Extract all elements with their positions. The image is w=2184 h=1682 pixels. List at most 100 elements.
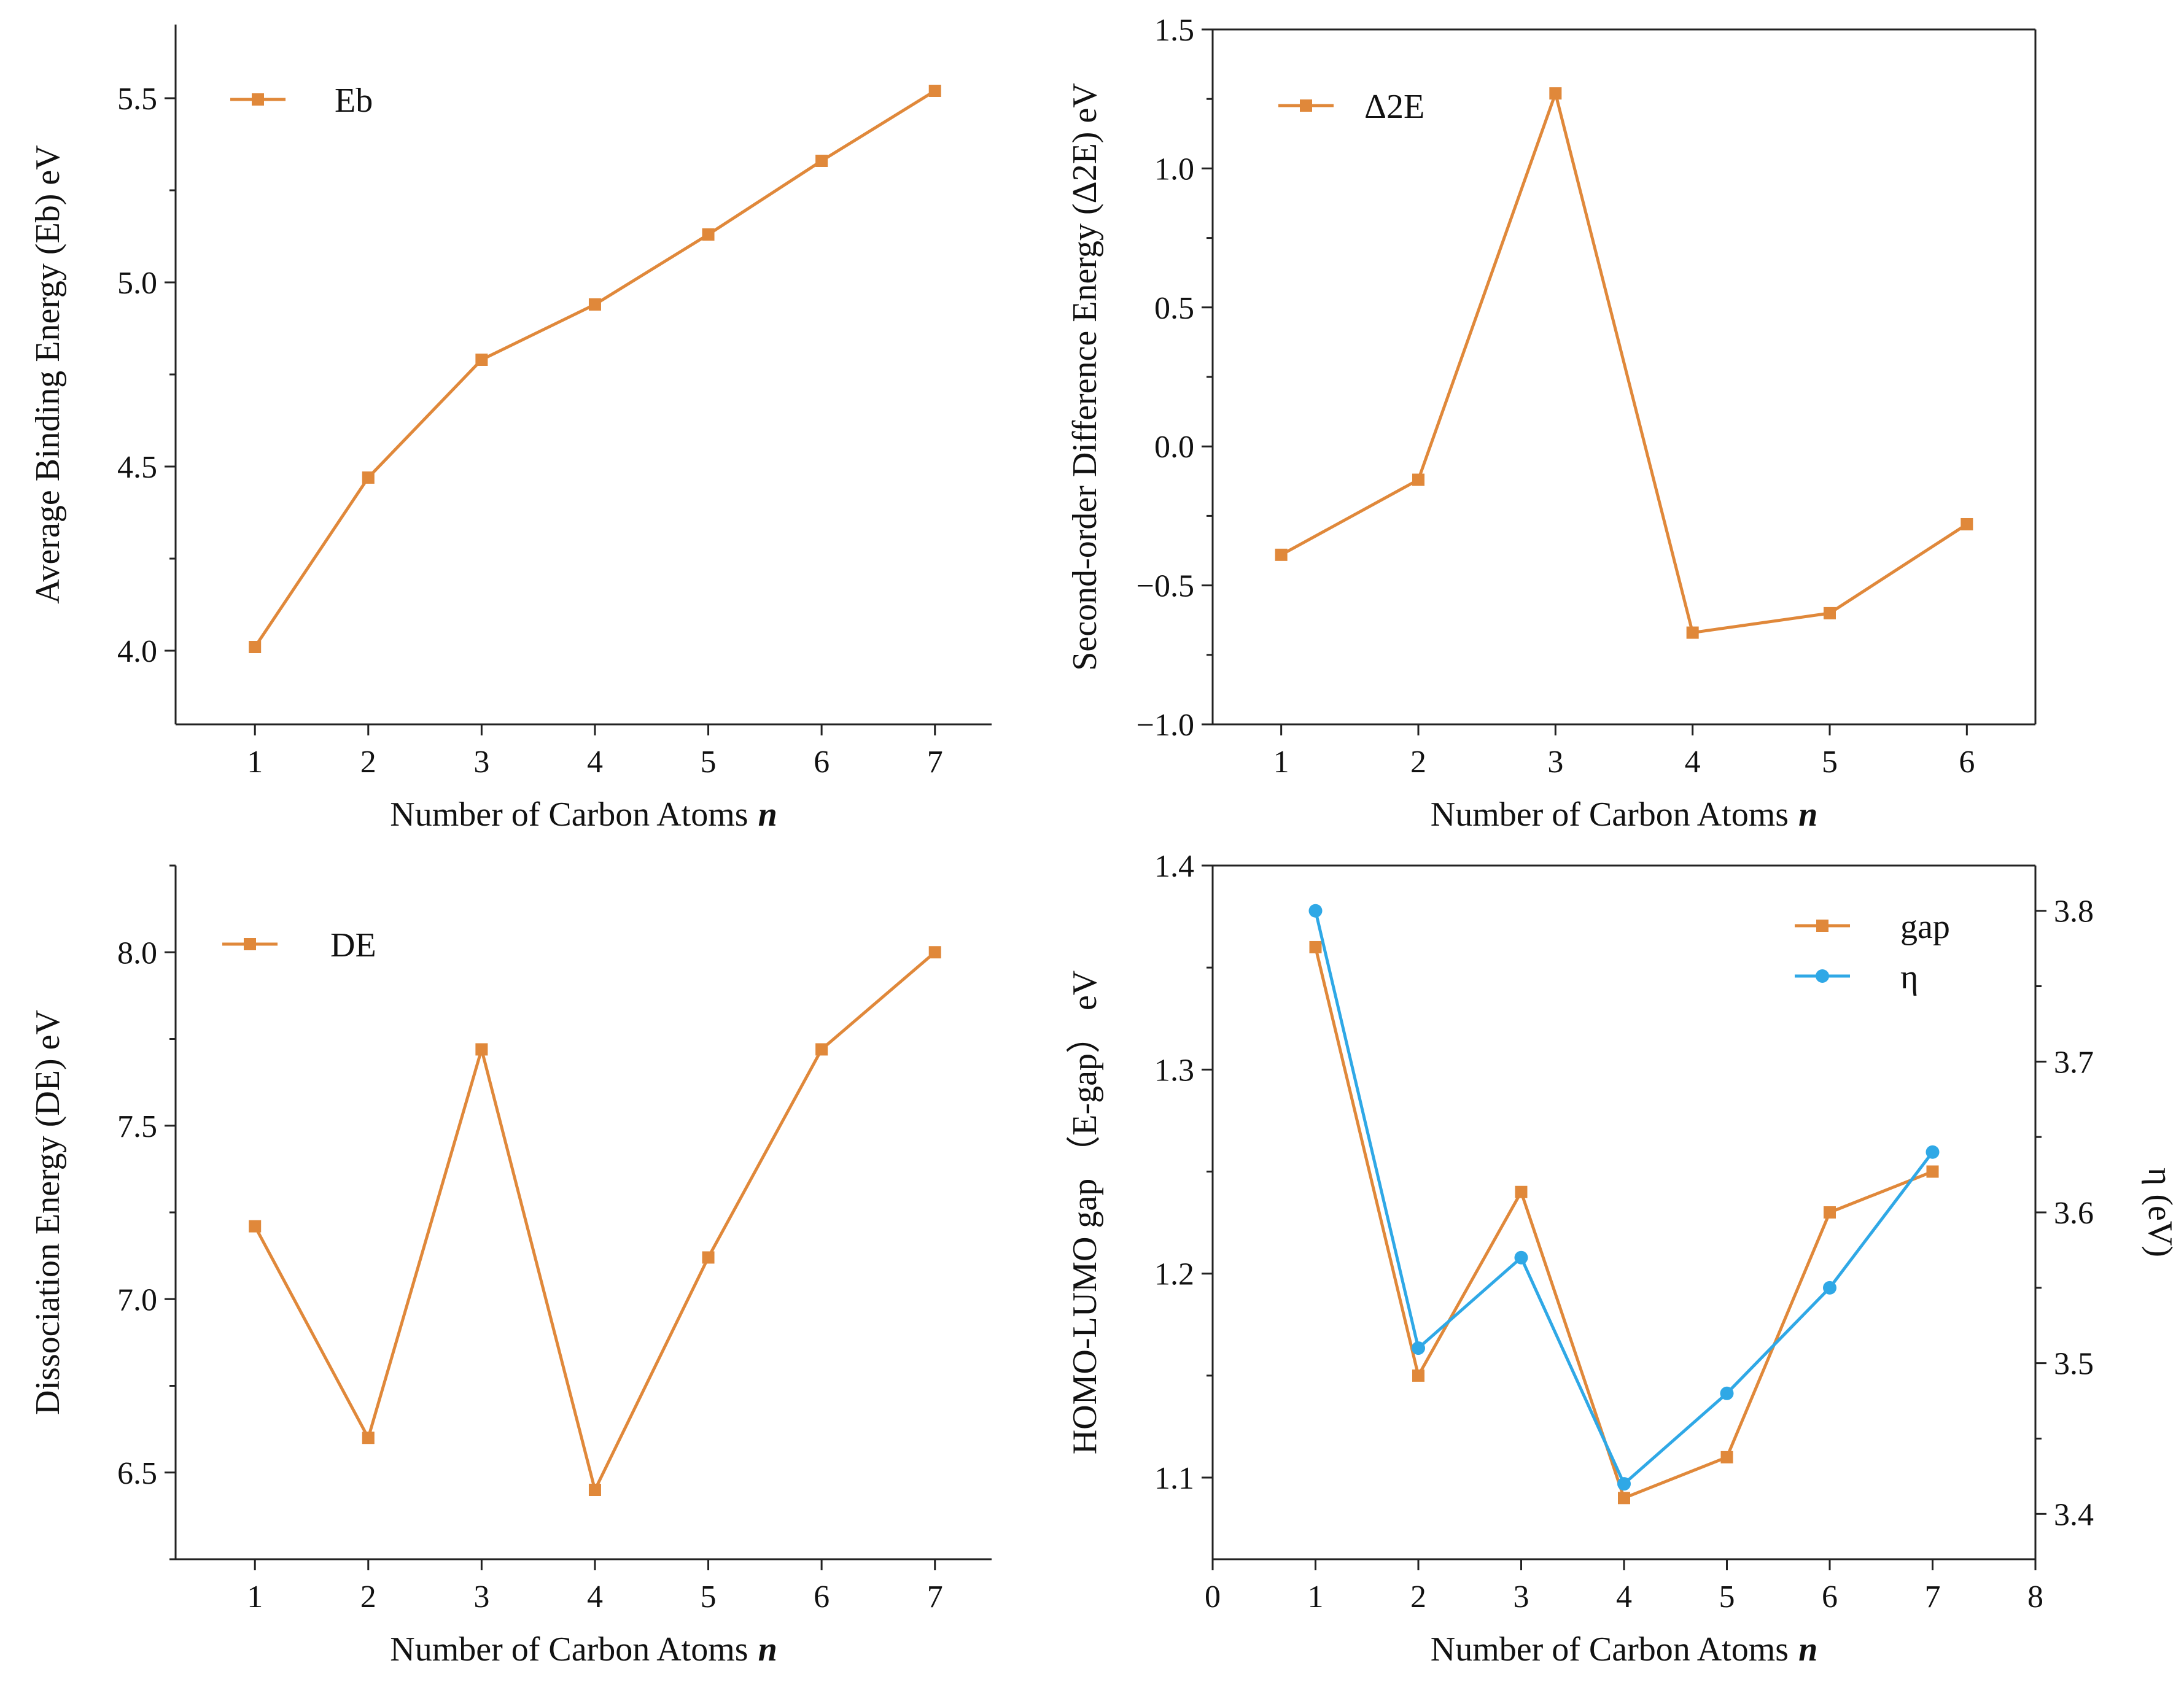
x-tick-label: 2 <box>360 745 376 780</box>
x-tick-label: 4 <box>587 745 603 780</box>
x-axis-title-symbol: n <box>1798 796 1817 834</box>
y-tick-label: 4.0 <box>117 634 157 669</box>
data-point <box>1618 1492 1630 1505</box>
x-tick-label: 7 <box>927 1579 943 1614</box>
data-point <box>702 1251 715 1264</box>
y-tick-label: 1.3 <box>1154 1053 1194 1088</box>
x-tick-label: 2 <box>360 1579 376 1614</box>
data-point <box>1515 1185 1528 1198</box>
x-tick-label: 4 <box>1616 1579 1632 1614</box>
data-point <box>928 85 941 97</box>
series-line <box>1280 91 1968 635</box>
chart-panel-4: 0 1 2 3 4 5 6 7 8 1.1 1.2 1.3 1.4 3.4 3.5 3.6 3.7 3.8 η (e… <box>1066 849 2179 1668</box>
x-tick-label: 2 <box>1410 745 1426 780</box>
x-axis-title: Number of Carbon Atoms n <box>1431 796 1817 834</box>
x-tick-label: 8 <box>2027 1579 2043 1614</box>
data-point <box>362 471 375 484</box>
x-tick-label: 5 <box>1822 745 1838 780</box>
y-tick-label: 1.0 <box>1154 152 1194 187</box>
data-point <box>1926 1145 1940 1159</box>
data-point <box>1824 1206 1836 1219</box>
legend-marker <box>1816 969 1829 983</box>
series-line <box>254 89 936 648</box>
x-tick-label: 3 <box>473 745 489 780</box>
data-point <box>1720 1451 1733 1463</box>
y-tick-label: 8.0 <box>117 936 157 971</box>
series-1 <box>249 85 941 653</box>
x-tick-label: 1 <box>1273 745 1289 780</box>
data-point <box>815 155 828 167</box>
x-tick-label: 2 <box>1410 1579 1426 1614</box>
data-point <box>475 1043 488 1056</box>
x-tick-label: 6 <box>1959 745 1975 780</box>
data-point <box>1686 626 1699 639</box>
data-point <box>1412 473 1424 486</box>
x-tick-label: 5 <box>701 745 717 780</box>
y2-tick-label: 3.6 <box>2054 1196 2094 1231</box>
y-tick-label: 1.5 <box>1154 13 1194 48</box>
x-tick-label: 7 <box>927 745 943 780</box>
x-tick-label: 1 <box>247 745 263 780</box>
series-line <box>254 951 936 1492</box>
x-axis-title-text: Number of Carbon Atoms <box>390 1630 748 1668</box>
legend-label: Eb <box>335 82 373 120</box>
x-axis-title: Number of Carbon Atoms n <box>390 1630 777 1668</box>
x-tick-label: 3 <box>1547 745 1563 780</box>
data-point <box>1412 1341 1425 1355</box>
data-point <box>702 228 715 241</box>
x-axis-title-symbol: n <box>758 796 777 834</box>
x-tick-label: 6 <box>814 1579 830 1614</box>
data-point <box>1549 87 1562 100</box>
x-tick-label: 1 <box>247 1579 263 1614</box>
legend-marker <box>244 938 256 950</box>
x-tick-label: 1 <box>1308 1579 1324 1614</box>
series-1 <box>1275 87 1973 639</box>
x-tick-label: 5 <box>1719 1579 1735 1614</box>
data-point <box>1823 1281 1836 1295</box>
x-axis-title-text: Number of Carbon Atoms <box>1431 796 1789 834</box>
y-tick-label: 0.0 <box>1154 430 1194 465</box>
x-tick-label: 4 <box>587 1579 603 1614</box>
y2-tick-label: 3.4 <box>2054 1497 2094 1532</box>
series-line <box>1314 947 1933 1500</box>
y-tick-label: 6.5 <box>117 1456 157 1491</box>
x-axis-title: Number of Carbon Atoms n <box>390 796 777 834</box>
y-axis-title: Second-order Difference Energy (Δ2E) eV <box>1066 83 1104 671</box>
legend-marker <box>1300 99 1312 112</box>
legend-marker <box>1816 920 1828 932</box>
x-tick-label: 7 <box>1925 1579 1941 1614</box>
x-tick-label: 5 <box>701 1579 717 1614</box>
y-tick-label: −0.5 <box>1137 569 1194 604</box>
data-point <box>362 1432 375 1444</box>
y2-tick-label: 3.7 <box>2054 1045 2094 1080</box>
x-tick-label: 3 <box>1514 1579 1529 1614</box>
legend-marker <box>252 93 264 106</box>
y-tick-label: 5.0 <box>117 266 157 301</box>
y-axis-title: HOMO-LUMO gap （E-gap） eV <box>1066 971 1104 1455</box>
x-axis-title-text: Number of Carbon Atoms <box>390 796 748 834</box>
y-tick-label: 0.5 <box>1154 291 1194 326</box>
data-point <box>588 1484 601 1496</box>
y-tick-label: 1.1 <box>1154 1461 1194 1496</box>
data-point <box>928 946 941 959</box>
chart-panel-1: 1 2 3 4 5 6 7 4.0 4.5 5.0 5.5 Number of Carbon Atom… <box>29 25 992 834</box>
y-tick-label: 4.5 <box>117 450 157 485</box>
data-point <box>1412 1369 1424 1382</box>
y2-tick-label: 3.8 <box>2054 894 2094 929</box>
data-point <box>1308 904 1323 918</box>
data-point <box>1720 1386 1734 1400</box>
series-1 <box>249 946 941 1496</box>
x-axis-title-symbol: n <box>1798 1630 1817 1668</box>
data-point <box>249 1220 262 1233</box>
legend-label: DE <box>330 926 376 964</box>
chart-panel-2: 1 2 3 4 5 6 −1.0 −0.5 0.0 0.5 1.0 1.5 Number of Carb… <box>1066 13 2037 834</box>
y-tick-label: −1.0 <box>1137 708 1194 743</box>
x-axis-title-symbol: n <box>758 1630 777 1668</box>
y-tick-label: 1.2 <box>1154 1257 1194 1292</box>
data-point <box>1824 607 1836 619</box>
y-axis-title: Average Binding Energy (Eb) eV <box>29 145 67 603</box>
legend-label: Δ2E <box>1364 88 1424 126</box>
y2-tick-label: 3.5 <box>2054 1347 2094 1382</box>
y-tick-label: 7.0 <box>117 1282 157 1317</box>
x-axis-title: Number of Carbon Atoms n <box>1431 1630 1817 1668</box>
